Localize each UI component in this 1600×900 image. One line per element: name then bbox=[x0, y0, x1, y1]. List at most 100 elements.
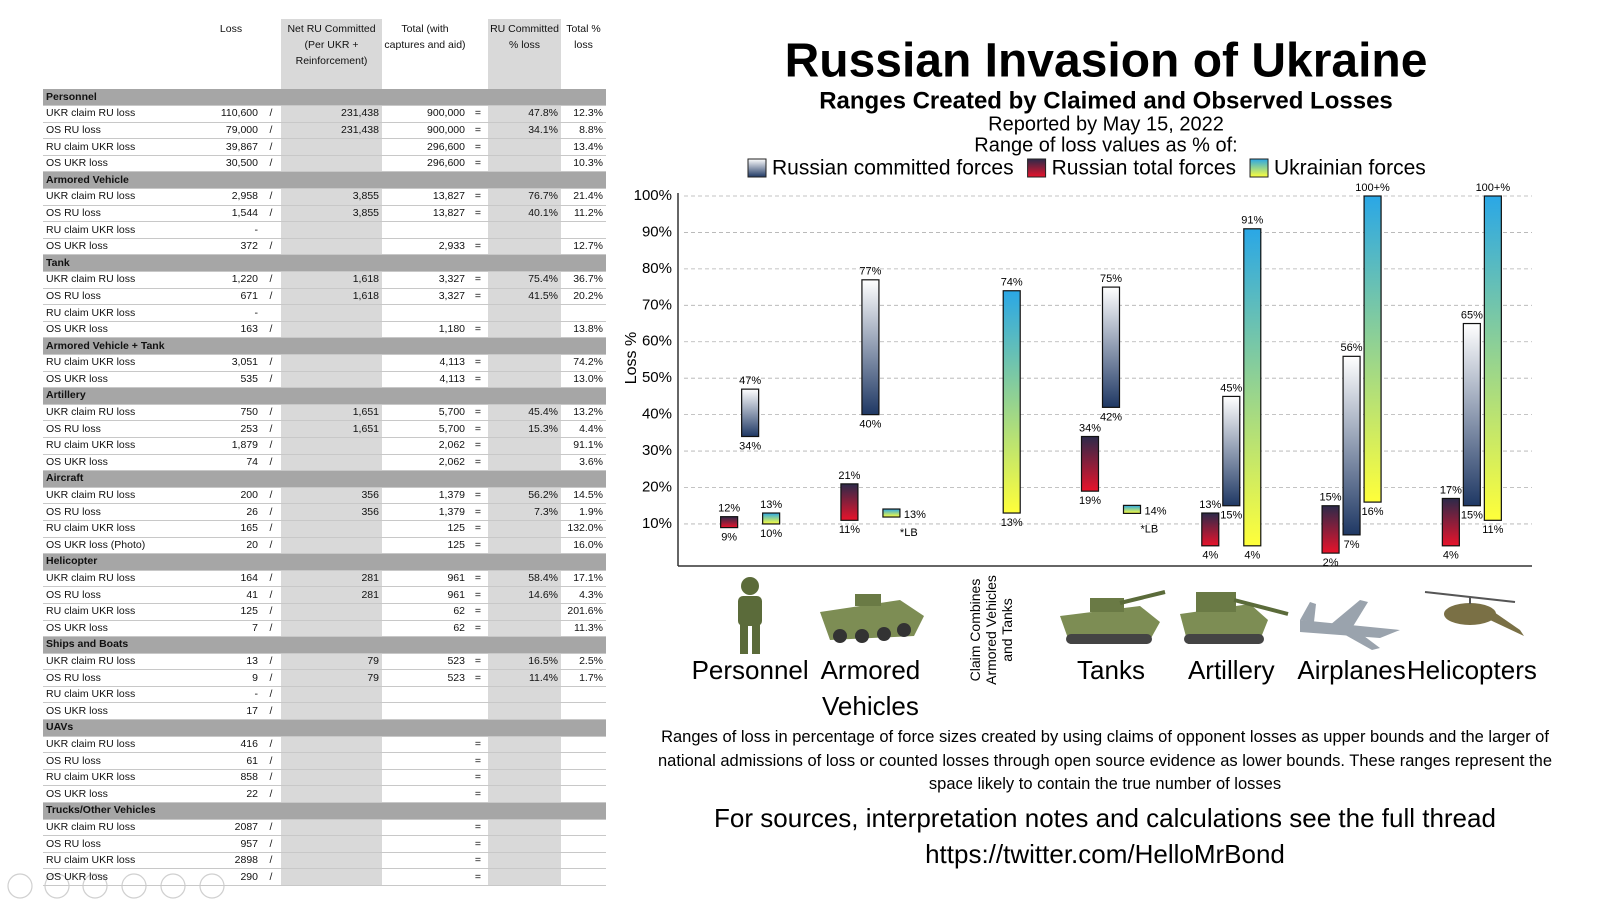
table-cell: 7.3% bbox=[488, 503, 561, 521]
table-cell: 1,618 bbox=[281, 288, 382, 306]
table-cell: 13.0% bbox=[561, 371, 606, 389]
table-cell: 3,327 bbox=[382, 288, 468, 306]
table-row: RU claim UKR loss 3,051/ 4,113 = 74.2% bbox=[43, 354, 606, 372]
row-label: RU claim UKR loss bbox=[43, 686, 201, 704]
table-cell: 79 bbox=[281, 669, 382, 687]
legend-label: Ukrainian forces bbox=[1274, 157, 1426, 180]
table-cell bbox=[488, 736, 561, 754]
table-cell: / bbox=[261, 620, 281, 638]
bar-note: *LB bbox=[1141, 523, 1159, 535]
table-cell: = bbox=[468, 371, 488, 389]
table-cell: = bbox=[468, 138, 488, 156]
table-cell: 14.6% bbox=[488, 586, 561, 604]
table-cell bbox=[488, 769, 561, 787]
table-cell: / bbox=[261, 454, 281, 472]
table-cell bbox=[488, 454, 561, 472]
table-cell bbox=[468, 702, 488, 721]
table-cell: - bbox=[201, 304, 261, 322]
table-cell: = bbox=[468, 769, 488, 787]
loss-table: Loss Net RU Committed (Per UKR + Reinforc… bbox=[43, 19, 606, 886]
table-cell: 1,651 bbox=[281, 420, 382, 438]
prev-button[interactable] bbox=[7, 873, 33, 899]
table-cell: 231,438 bbox=[281, 105, 382, 123]
table-cell: 957 bbox=[201, 835, 261, 853]
table-cell bbox=[561, 736, 606, 754]
table-cell: = bbox=[468, 868, 488, 886]
section-row: Armored Vehicle + Tank bbox=[43, 337, 606, 355]
y-tick-label: 100% bbox=[634, 187, 672, 204]
column-header bbox=[43, 19, 201, 89]
table-cell: = bbox=[468, 271, 488, 289]
table-cell: 296,600 bbox=[382, 138, 468, 156]
category-label: Armored Vehicles bbox=[820, 655, 921, 721]
table-row: RU claim UKR loss 39,867/ 296,600 = 13.4% bbox=[43, 138, 606, 156]
table-row: OS RU loss 26/356 1,379 = 7.3% 1.9% bbox=[43, 503, 606, 521]
table-cell: 62 bbox=[382, 603, 468, 621]
column-header bbox=[261, 19, 281, 89]
range-bar bbox=[1222, 395, 1241, 507]
row-label: UKR claim RU loss bbox=[43, 570, 201, 588]
table-cell bbox=[281, 819, 382, 837]
row-label: RU claim UKR loss bbox=[43, 603, 201, 621]
table-cell: 79 bbox=[281, 653, 382, 671]
table-row: UKR claim RU loss 1,220/1,618 3,327 = 75.4% 3… bbox=[43, 271, 606, 289]
table-cell: = bbox=[468, 537, 488, 555]
row-label: OS UKR loss bbox=[43, 454, 201, 472]
table-cell: 2,933 bbox=[382, 238, 468, 256]
source-url[interactable]: https://twitter.com/HelloMrBond bbox=[925, 839, 1285, 869]
table-cell bbox=[261, 304, 281, 322]
chart-subtitle: Ranges Created by Claimed and Observed L… bbox=[819, 87, 1393, 114]
row-label: OS RU loss bbox=[43, 669, 201, 687]
table-cell: 58.4% bbox=[488, 570, 561, 588]
table-row: RU claim UKR loss 858/ = bbox=[43, 769, 606, 787]
section-name: Helicopter bbox=[43, 553, 606, 571]
table-cell: 13.8% bbox=[561, 321, 606, 339]
value-label: 12% bbox=[718, 503, 740, 515]
table-cell bbox=[561, 702, 606, 721]
table-cell: / bbox=[261, 271, 281, 289]
table-cell bbox=[488, 785, 561, 804]
range-bar bbox=[1342, 355, 1361, 536]
table-cell bbox=[488, 238, 561, 256]
row-label: UKR claim RU loss bbox=[43, 819, 201, 837]
table-cell: 523 bbox=[382, 669, 468, 687]
table-cell bbox=[281, 702, 382, 721]
table-cell: 41 bbox=[201, 586, 261, 604]
table-cell: = bbox=[468, 188, 488, 206]
table-row: OS RU loss 41/281 961 = 14.6% 4.3% bbox=[43, 586, 606, 604]
table-cell: 2,062 bbox=[382, 437, 468, 455]
table-cell bbox=[281, 304, 382, 322]
value-label: 15% bbox=[1320, 492, 1342, 504]
table-cell: / bbox=[261, 138, 281, 156]
row-label: OS RU loss bbox=[43, 503, 201, 521]
legend-title: Range of loss values as % of: bbox=[974, 134, 1237, 156]
table-cell: 4.3% bbox=[561, 586, 606, 604]
table-cell: 231,438 bbox=[281, 122, 382, 140]
table-cell: / bbox=[261, 437, 281, 455]
table-row: UKR claim RU loss 13/79 523 = 16.5% 2.5% bbox=[43, 653, 606, 671]
table-cell: / bbox=[261, 537, 281, 555]
table-row: OS RU loss 61/ = bbox=[43, 752, 606, 770]
row-label: UKR claim RU loss bbox=[43, 271, 201, 289]
table-cell bbox=[281, 238, 382, 256]
table-cell bbox=[281, 138, 382, 156]
table-cell: 281 bbox=[281, 586, 382, 604]
table-cell bbox=[561, 769, 606, 787]
value-label: 4% bbox=[1244, 550, 1260, 562]
range-bar bbox=[861, 279, 880, 416]
table-row: RU claim UKR loss 165/ 125 = 132.0% bbox=[43, 520, 606, 538]
table-cell bbox=[281, 868, 382, 886]
range-bar bbox=[741, 388, 760, 438]
table-row: UKR claim RU loss 110,600/231,438 900,000 =… bbox=[43, 105, 606, 123]
section-name: Artillery bbox=[43, 387, 606, 405]
section-row: Ships and Boats bbox=[43, 636, 606, 654]
range-bar bbox=[1243, 228, 1262, 547]
table-row: OS UKR loss 163/ 1,180 = 13.8% bbox=[43, 321, 606, 339]
table-cell bbox=[281, 155, 382, 173]
table-cell: 75.4% bbox=[488, 271, 561, 289]
table-cell: 3,327 bbox=[382, 271, 468, 289]
sources-text: For sources, interpretation notes and ca… bbox=[714, 803, 1496, 833]
table-cell: 22 bbox=[201, 785, 261, 804]
value-label: 34% bbox=[739, 440, 761, 452]
